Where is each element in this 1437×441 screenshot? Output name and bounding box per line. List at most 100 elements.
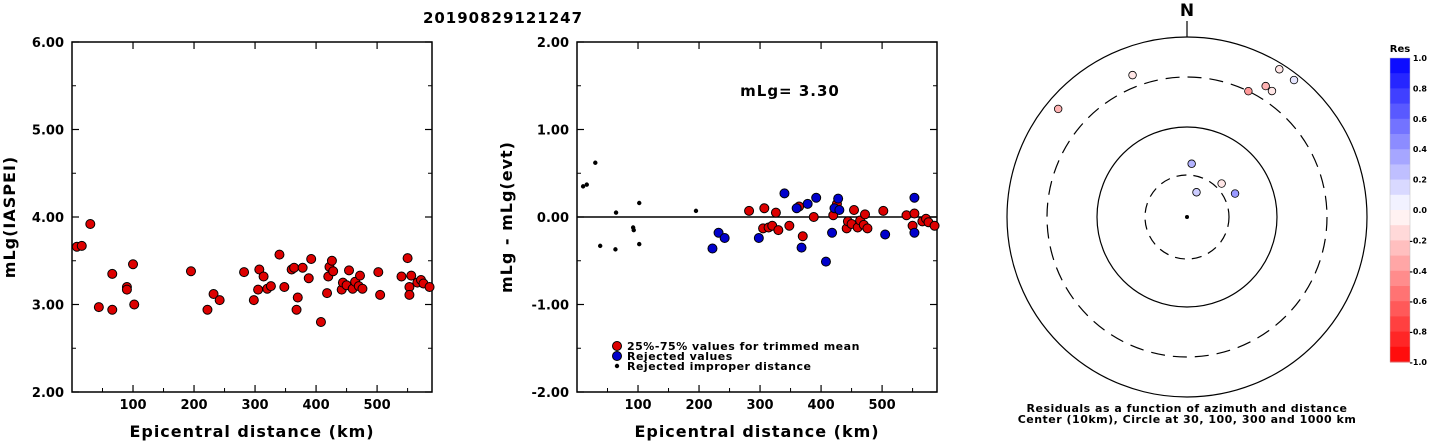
data-point (753, 233, 764, 243)
panel-mlg: 100 200 300 400 500 2.00 3.00 4.00 5.00 6.00 Epic… (0, 36, 435, 441)
panel-mlg-xlabel: Epicentral distance (km) (129, 422, 374, 441)
data-point (93, 302, 104, 313)
colorbar-cell (1390, 225, 1410, 241)
polar-station-point (1261, 81, 1270, 91)
data-point (796, 242, 807, 253)
data-point (862, 223, 873, 234)
data-point (811, 192, 822, 203)
data-point (291, 304, 302, 315)
data-point (878, 205, 889, 216)
y-tick-label: 5.00 (32, 124, 64, 139)
panel-residual-ticks: 100 200 300 400 500 -2.00 -1.00 0.00 1.00 2.00 (532, 36, 937, 413)
data-point-improper (631, 227, 636, 233)
ring-30km (1144, 174, 1230, 260)
data-point (834, 205, 845, 215)
data-point (208, 289, 219, 299)
polar-caption-line2: Center (10km), Circle at 30, 100, 300 an… (1018, 413, 1357, 426)
colorbar-cell (1390, 286, 1410, 302)
data-point (322, 288, 333, 299)
colorbar-cell (1390, 210, 1410, 226)
data-point (265, 281, 276, 292)
north-label: N (1180, 1, 1194, 21)
panel-residual-points (580, 160, 940, 267)
y-tick-label: -1.00 (532, 299, 569, 314)
y-tick-label: -2.00 (532, 386, 569, 401)
polar-station-point (1217, 179, 1226, 188)
data-point (827, 227, 838, 238)
x-tick-label: 200 (180, 398, 207, 413)
polar-points (1053, 65, 1299, 198)
colorbar-ticks: 1.0 0.8 0.6 0.4 0.2 0.0 -0.2 -0.4 -0.6 -0.8 -1.0 (1410, 54, 1428, 367)
colorbar-cell (1390, 179, 1410, 196)
legend-label-trimmed: 25%-75% values for trimmed mean (627, 340, 860, 353)
colorbar-cell (1390, 301, 1410, 317)
data-point-improper (593, 160, 598, 165)
data-point (185, 266, 196, 277)
colorbar-frame (1389, 57, 1411, 363)
polar-panel: N Residuals as a function of azimuth and… (1006, 1, 1368, 426)
data-point (357, 283, 368, 294)
data-point (797, 231, 808, 242)
y-tick-label: 2.00 (32, 386, 64, 401)
data-point (779, 188, 790, 199)
colorbar-cell (1390, 270, 1410, 287)
data-point (214, 295, 225, 306)
data-point (719, 233, 730, 243)
x-tick-label: 500 (869, 398, 896, 413)
data-point (784, 220, 795, 231)
colorbar-cell (1390, 164, 1410, 181)
colorbar-cell (1390, 240, 1410, 257)
x-tick-label: 300 (746, 398, 773, 413)
data-point (202, 304, 213, 315)
data-point (239, 267, 250, 278)
colorbar-tick-label: 0.6 (1413, 115, 1428, 124)
colorbar-cells (1389, 57, 1411, 363)
magnitude-label: mLg= 3.30 (740, 82, 840, 100)
panel-residual-ylabel: mLg - mLg(evt) (497, 141, 516, 293)
x-tick-label: 200 (685, 398, 712, 413)
panel-residual: 100 200 300 400 500 -2.00 -1.00 0.00 1.00 2.00 Ep… (497, 36, 940, 441)
data-point (402, 253, 413, 264)
data-point-improper (693, 208, 699, 214)
data-point (315, 317, 326, 327)
colorbar-cell (1390, 316, 1410, 333)
data-point (306, 254, 317, 264)
polar-station-point (1275, 65, 1284, 74)
colorbar: Res 1.0 0.8 0.6 0.4 0.2 0.0 -0.2 -0.4 -0.6 -0.8 -1… (1389, 44, 1428, 367)
data-point (297, 262, 308, 273)
polar-station-point (1244, 86, 1253, 96)
data-point (396, 271, 407, 282)
data-point (744, 205, 755, 216)
colorbar-cell (1390, 255, 1410, 272)
polar-station-point (1053, 104, 1063, 114)
colorbar-cell (1390, 118, 1410, 135)
data-point (833, 193, 844, 204)
ring-300km (1046, 76, 1328, 358)
data-point (802, 198, 813, 209)
x-tick-label: 100 (624, 398, 651, 413)
legend-label-rejected: Rejected values (627, 350, 733, 363)
data-point (909, 208, 920, 219)
data-point (328, 266, 339, 277)
data-point (909, 192, 920, 203)
data-point (279, 282, 290, 292)
x-tick-label: 300 (241, 398, 268, 413)
polar-station-point (1267, 86, 1277, 96)
y-tick-label: 3.00 (32, 299, 64, 314)
y-tick-label: 1.00 (537, 124, 569, 139)
data-point (373, 267, 384, 278)
data-point (929, 220, 940, 231)
colorbar-cell (1390, 73, 1410, 89)
data-point (909, 227, 920, 238)
colorbar-cell (1390, 58, 1410, 74)
data-point-improper (637, 241, 642, 247)
data-point (128, 259, 139, 270)
legend-marker-distance (614, 363, 620, 369)
colorbar-tick-label: -1.0 (1410, 358, 1428, 367)
ring-1000km (1006, 36, 1368, 398)
data-point (85, 219, 96, 229)
colorbar-cell (1390, 331, 1410, 348)
x-tick-label: 400 (807, 398, 834, 413)
data-point (820, 256, 831, 267)
data-point-improper (584, 182, 589, 187)
